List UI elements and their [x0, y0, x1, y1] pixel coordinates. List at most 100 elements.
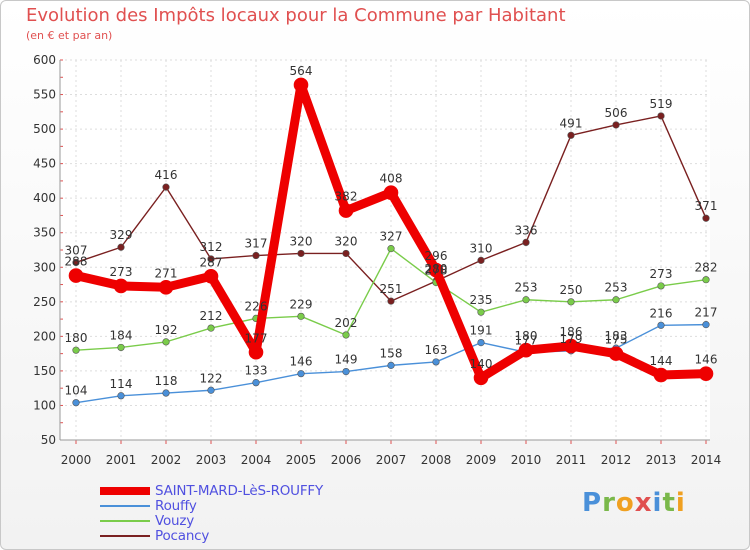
data-point	[657, 282, 665, 290]
data-point	[72, 399, 80, 407]
x-tick-label: 2014	[691, 453, 722, 467]
data-label: 212	[200, 309, 223, 323]
data-point	[203, 268, 219, 284]
data-point	[248, 344, 264, 360]
data-label: 235	[470, 293, 493, 307]
data-point	[702, 276, 710, 284]
data-label: 278	[425, 263, 448, 277]
data-label: 192	[155, 323, 178, 337]
data-point	[428, 262, 444, 278]
data-point	[72, 258, 80, 267]
data-label: 163	[425, 343, 448, 357]
y-tick-label: 350	[33, 226, 56, 240]
data-point	[383, 185, 399, 200]
data-point	[612, 296, 620, 304]
data-label: 191	[470, 324, 493, 338]
series-layer	[68, 77, 714, 407]
data-label: 296	[425, 249, 448, 263]
data-point	[518, 342, 534, 358]
data-point	[117, 243, 125, 251]
data-point	[563, 338, 579, 354]
data-label: 250	[560, 283, 583, 297]
y-tick-label: 450	[33, 157, 56, 171]
data-label: 273	[650, 267, 673, 281]
data-point	[567, 298, 575, 306]
data-label: 217	[695, 306, 718, 320]
data-point	[162, 338, 170, 346]
data-point	[477, 338, 485, 347]
data-label: 329	[110, 228, 133, 242]
data-point	[158, 280, 174, 295]
x-tick-label: 2001	[106, 453, 137, 467]
legend-label: Pocancy	[155, 528, 210, 544]
data-point	[297, 312, 305, 320]
data-label: 180	[65, 331, 88, 345]
data-label: 229	[290, 297, 313, 311]
y-tick-label: 200	[33, 329, 56, 343]
data-point	[702, 321, 710, 329]
data-point	[207, 255, 215, 263]
data-label: 226	[245, 299, 268, 313]
x-tick-label: 2011	[556, 453, 587, 467]
data-label: 202	[335, 316, 358, 330]
data-label: 186	[560, 325, 583, 339]
data-label: 336	[515, 223, 538, 237]
x-tick-label: 2006	[331, 453, 362, 467]
data-point	[117, 392, 125, 400]
data-point	[477, 308, 485, 316]
data-label: 216	[650, 306, 673, 320]
data-point	[297, 370, 305, 378]
data-label: 146	[695, 353, 718, 367]
data-label: 175	[605, 333, 628, 347]
data-label: 146	[290, 355, 313, 369]
data-point	[342, 249, 350, 258]
data-label: 273	[110, 265, 133, 279]
plot-area	[60, 60, 710, 440]
chart-subtitle: (en € et par an)	[26, 29, 113, 42]
data-label: 180	[515, 329, 538, 343]
x-tick-label: 2003	[196, 453, 227, 467]
data-point	[477, 256, 485, 264]
axes: 50 100 150 200 250 300 350 400 450 500 550 600 2000 2…	[33, 53, 721, 467]
data-point	[117, 343, 125, 352]
y-tick-label: 500	[33, 122, 56, 136]
x-tick-label: 2007	[376, 453, 407, 467]
data-point	[473, 370, 489, 386]
data-label: 564	[290, 64, 313, 78]
data-label: 183	[605, 329, 628, 343]
data-point	[162, 183, 170, 191]
x-tick-label: 2012	[601, 453, 632, 467]
data-point	[522, 238, 530, 246]
data-label: 382	[335, 190, 358, 204]
data-label: 118	[155, 374, 178, 388]
proxiti-logo: Proxiti	[582, 488, 686, 518]
data-point	[293, 77, 309, 93]
data-point	[342, 368, 350, 376]
data-point	[252, 379, 260, 387]
data-point	[567, 131, 575, 139]
data-label: 519	[650, 97, 673, 111]
data-label: 320	[290, 234, 313, 248]
data-label: 408	[380, 172, 403, 186]
data-label: 184	[110, 328, 133, 342]
data-label: 288	[65, 255, 88, 269]
data-label: 312	[200, 240, 223, 254]
data-point	[657, 321, 665, 329]
data-point	[72, 346, 80, 354]
data-label: 177	[515, 333, 538, 347]
x-tick-label: 2010	[511, 453, 542, 467]
x-tick-label: 2004	[241, 453, 272, 467]
legend-label: Rouffy	[155, 498, 197, 514]
legend-label: Vouzy	[155, 513, 195, 529]
data-label: 317	[245, 237, 268, 251]
data-point	[608, 346, 624, 361]
y-tick-label: 550	[33, 88, 56, 102]
data-label: 133	[245, 364, 268, 378]
data-point	[387, 361, 395, 369]
data-label: 491	[560, 116, 583, 130]
data-point	[342, 331, 350, 339]
data-point	[207, 324, 215, 332]
legend-swatch	[100, 487, 150, 495]
data-point	[338, 203, 354, 218]
x-tick-label: 2000	[61, 453, 92, 467]
